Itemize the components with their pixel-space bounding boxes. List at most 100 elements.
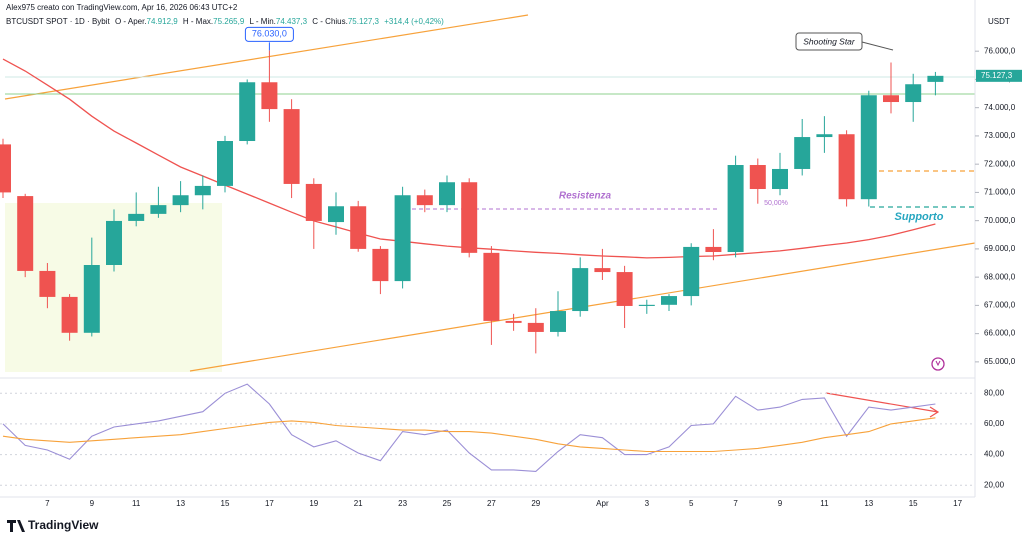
x-tick-label: 7 — [45, 499, 50, 508]
y-tick-label: 69.000,0 — [984, 244, 1016, 253]
y-tick-label: 20,00 — [984, 480, 1005, 489]
candle-body — [883, 95, 899, 103]
y-tick-label: 65.000,0 — [984, 357, 1016, 366]
candle-body — [727, 165, 744, 253]
last-price-box — [976, 69, 1022, 82]
x-tick-label: 11 — [820, 499, 829, 508]
x-tick-label: 23 — [398, 499, 407, 508]
author-line: Alex975 creato con TradingView.com, Apr … — [6, 3, 238, 12]
annotation-label: Shooting Star — [803, 36, 856, 46]
candle-body — [749, 165, 766, 190]
candle-body — [416, 195, 433, 206]
x-tick-label: 7 — [733, 499, 738, 508]
indicator-line — [2, 417, 936, 453]
candle-body — [217, 141, 233, 186]
legend-value: 75.265,9 — [213, 17, 245, 26]
candle-body — [572, 268, 589, 312]
candle-body — [905, 84, 922, 103]
x-tick-label: 9 — [778, 499, 783, 508]
candle-body — [483, 252, 500, 321]
y-tick-label: 80,00 — [984, 388, 1005, 397]
y-tick-label: 74.000,0 — [984, 103, 1016, 112]
x-tick-label: 9 — [90, 499, 95, 508]
candle-body — [505, 320, 522, 323]
logo-icon — [7, 520, 25, 532]
candle-body — [305, 183, 322, 221]
candle-body — [661, 296, 677, 305]
candle-body — [283, 109, 300, 184]
y-tick-label: 73.000,0 — [984, 131, 1016, 140]
x-tick-label: 21 — [354, 499, 363, 508]
candle-body — [705, 246, 722, 253]
divergence-arrow — [825, 392, 940, 418]
x-tick-label: 27 — [487, 499, 496, 508]
x-tick-label: 3 — [645, 499, 650, 508]
x-tick-label: 13 — [176, 499, 185, 508]
legend-value: 74.437,3 — [276, 17, 308, 26]
candle-body — [61, 296, 78, 333]
legend-line: BTCUSDT SPOT · 1D · Bybit O - Aper.74.91… — [6, 17, 444, 26]
candle-body — [683, 246, 700, 297]
symbol: BTCUSDT SPOT · 1D · Bybit — [6, 17, 111, 26]
x-tick-label: 19 — [309, 499, 318, 508]
candle-body — [838, 134, 855, 200]
legend-value: 75.127,3 — [348, 17, 380, 26]
candle-body — [194, 185, 211, 196]
annotation-label: 50,00% — [764, 200, 788, 207]
callout-pointer — [861, 41, 894, 51]
y-tick-label: 71.000,0 — [984, 188, 1016, 197]
annotation-box — [244, 26, 294, 42]
y-tick-label: 40,00 — [984, 450, 1005, 459]
y-tick-label: 70.000,0 — [984, 216, 1016, 225]
y-tick-label: 60,00 — [984, 419, 1005, 428]
candle-body — [816, 134, 833, 138]
annotation-label: Supporto — [895, 211, 944, 223]
candle-body — [394, 195, 411, 282]
candle-body — [638, 304, 655, 306]
candle-body — [461, 182, 478, 253]
y-tick-label: 72.000,0 — [984, 159, 1016, 168]
indicator-line — [2, 383, 936, 472]
legend-value: 74.912,9 — [147, 17, 179, 26]
x-tick-label: 17 — [265, 499, 274, 508]
candle-body — [372, 248, 389, 282]
last-price-label: 75.127,3 — [981, 71, 1013, 80]
candle-body — [150, 205, 167, 214]
candle-body — [927, 75, 944, 82]
candle-body — [172, 195, 189, 206]
currency-label: USDT — [988, 17, 1010, 26]
y-tick-label: 68.000,0 — [984, 272, 1016, 281]
candle-body — [794, 137, 811, 169]
y-tick-label: 66.000,0 — [984, 329, 1016, 338]
legend-change: +314,4 (+0,42%) — [384, 17, 444, 26]
annotation-label: 76.030,0 — [252, 29, 287, 39]
candle-body — [616, 272, 633, 306]
candle-body — [550, 311, 566, 332]
legend-key: C - Chius. — [312, 17, 348, 26]
candle-body — [39, 270, 56, 297]
x-tick-label: Apr — [596, 499, 609, 508]
candle-body — [261, 82, 278, 110]
x-tick-label: 29 — [531, 499, 540, 508]
logo-text: TradingView — [28, 518, 99, 532]
legend-key: O - Aper. — [115, 17, 147, 26]
annotation-label: Resistenza — [559, 191, 612, 202]
candle-body — [772, 168, 788, 190]
candle-body — [439, 182, 455, 206]
y-tick-label: 67.000,0 — [984, 300, 1016, 309]
candle-body — [527, 322, 544, 332]
x-tick-label: 25 — [443, 499, 452, 508]
candle-body — [860, 95, 877, 200]
legend-key: H - Max. — [183, 17, 213, 26]
alert-icon-mark — [935, 360, 941, 367]
y-tick-label: 76.000,0 — [984, 46, 1016, 55]
x-tick-label: 11 — [132, 499, 141, 508]
alert-icon — [931, 357, 945, 371]
candle-body — [17, 196, 34, 271]
x-tick-label: 15 — [909, 499, 918, 508]
legend-key: L - Min. — [250, 17, 276, 26]
candle-body — [350, 206, 367, 249]
candle-body — [106, 220, 122, 265]
callout-box — [795, 32, 863, 51]
